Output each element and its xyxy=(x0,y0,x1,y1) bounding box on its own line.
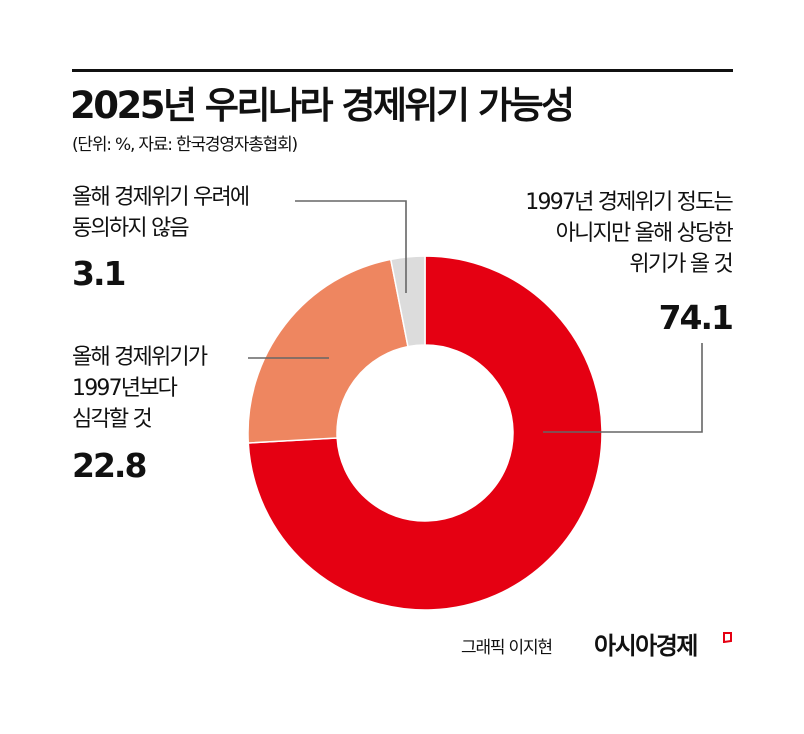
label-line: 올해 경제위기가 xyxy=(72,345,208,370)
label-line: 1997년보다 xyxy=(72,376,178,401)
slice-not-worried xyxy=(389,255,426,348)
value-more-severe: 22.8 xyxy=(72,446,147,485)
donut-slices xyxy=(247,255,603,611)
label-considerable: 1997년 경제위기 정도는 아니지만 올해 상당한 위기가 올 것 xyxy=(525,187,734,280)
top-rule xyxy=(72,69,733,72)
label-line: 아니지만 올해 상당한 xyxy=(555,221,734,246)
chart-subtitle: (단위: %, 자료: 한국경영자총협회) xyxy=(72,135,298,155)
label-line: 올해 경제위기 우려에 xyxy=(72,185,250,210)
leader-line-considerable xyxy=(543,343,703,433)
brand-logo: 아시아경제 xyxy=(594,632,698,660)
brand-mark-icon xyxy=(723,632,732,643)
value-not-worried: 3.1 xyxy=(72,254,126,293)
chart-title: 2025년 우리나라 경제위기 가능성 xyxy=(70,84,575,127)
label-not-worried: 올해 경제위기 우려에 동의하지 않음 xyxy=(72,182,250,244)
slice-considerable xyxy=(247,255,603,611)
label-more-severe: 올해 경제위기가 1997년보다 심각할 것 xyxy=(72,342,208,435)
slice-more-severe xyxy=(247,258,409,444)
label-line: 심각할 것 xyxy=(72,407,153,432)
label-line: 위기가 올 것 xyxy=(629,252,733,277)
graphic-credit: 그래픽 이지현 xyxy=(461,638,553,658)
label-line: 1997년 경제위기 정도는 xyxy=(525,190,734,215)
leader-line-not-worried xyxy=(295,200,407,293)
value-considerable: 74.1 xyxy=(658,298,734,337)
label-line: 동의하지 않음 xyxy=(72,216,190,241)
